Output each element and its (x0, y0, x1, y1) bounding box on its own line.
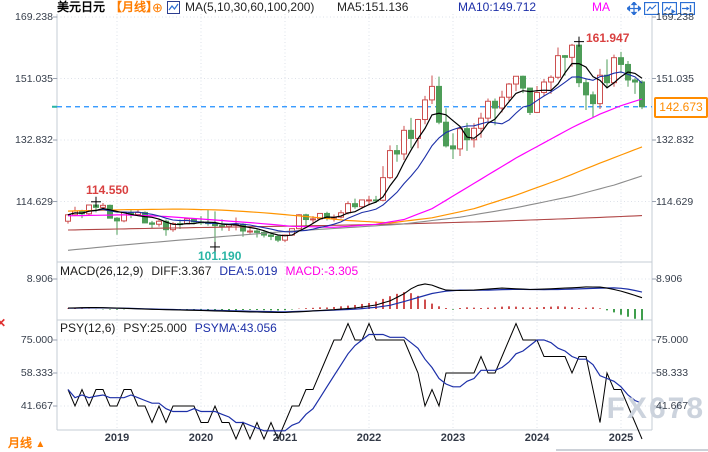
chart-toolbar (627, 2, 695, 15)
psyma-value: PSYMA:43.056 (194, 321, 277, 335)
axis-label: 114.629 (15, 195, 53, 208)
annotation-high-2018: 114.550 (86, 183, 129, 197)
remove-indicator-button[interactable]: ✕ (0, 316, 7, 330)
x-axis-year-label: 2021 (272, 432, 298, 444)
axis-label: 169.238 (656, 11, 694, 23)
axis-label: 41.667 (20, 399, 53, 412)
ma30-value-truncated: MA (592, 0, 610, 14)
macd-header: MACD(26,12,9) DIFF:3.367 DEA:5.019 MACD:-3.… (60, 264, 366, 278)
axis-label: 132.832 (656, 134, 694, 147)
ma10-value: MA10:149.712 (458, 0, 537, 14)
goto-latest-icon[interactable] (680, 2, 695, 15)
add-overlay-icon[interactable]: ⊕ (152, 0, 163, 15)
axis-label: 8.906 (656, 272, 683, 285)
axis-label: 151.035 (656, 72, 694, 85)
x-axis-year-label: 2023 (440, 432, 466, 444)
axis-label: 75.000 (656, 334, 689, 346)
last-price-tag: 142.673 (654, 97, 708, 118)
x-axis-year-label: 2025 (608, 432, 634, 444)
axis-label: 8.906 (26, 272, 53, 285)
ma5-value: MA5:151.136 (337, 0, 409, 14)
macd-diff-value: DIFF:3.367 (151, 264, 212, 278)
x-axis-year-label: 2024 (524, 432, 550, 444)
range-divider (556, 449, 708, 451)
annotation-low-2020: 101.190 (198, 249, 242, 263)
period-selector[interactable]: 月线 ▲ (8, 436, 46, 450)
chart-play-icon[interactable] (662, 2, 677, 15)
x-axis-year-label: 2020 (188, 432, 214, 444)
symbol-title: 美元日元 (57, 0, 106, 14)
psy-header: PSY(12,6) PSY:25.000 PSYMA:43.056 (60, 321, 285, 335)
macd-title: MACD(26,12,9) (60, 264, 144, 278)
pan-icon[interactable] (627, 2, 641, 15)
axis-label: 132.832 (15, 134, 53, 147)
ma-params-label: MA(5,10,30,60,100,200) (185, 0, 315, 14)
axis-label: 75.000 (20, 334, 53, 346)
x-axis-year-label: 2022 (356, 432, 382, 444)
triangle-up-icon: ▲ (35, 439, 46, 450)
watermark-logo: FX678 (606, 392, 705, 425)
axis-label: 169.238 (15, 11, 53, 23)
mini-chart-icon[interactable] (167, 1, 180, 16)
x-axis-year-label: 2019 (104, 432, 130, 444)
axis-label: 114.629 (656, 195, 694, 208)
chart-window-icon[interactable] (644, 2, 659, 15)
axis-label: 58.333 (20, 367, 53, 379)
axis-label: 151.035 (15, 72, 53, 85)
psy-value: PSY:25.000 (123, 321, 187, 335)
psy-title: PSY(12,6) (60, 321, 116, 335)
annotation-high-2024: 161.947 (586, 31, 630, 45)
axis-label: 58.333 (656, 367, 689, 379)
period-tag: 【月线】 (110, 0, 159, 14)
macd-hist-value: MACD:-3.305 (285, 264, 359, 278)
axis-label: 41.667 (656, 399, 689, 412)
macd-dea-value: DEA:5.019 (219, 264, 278, 278)
